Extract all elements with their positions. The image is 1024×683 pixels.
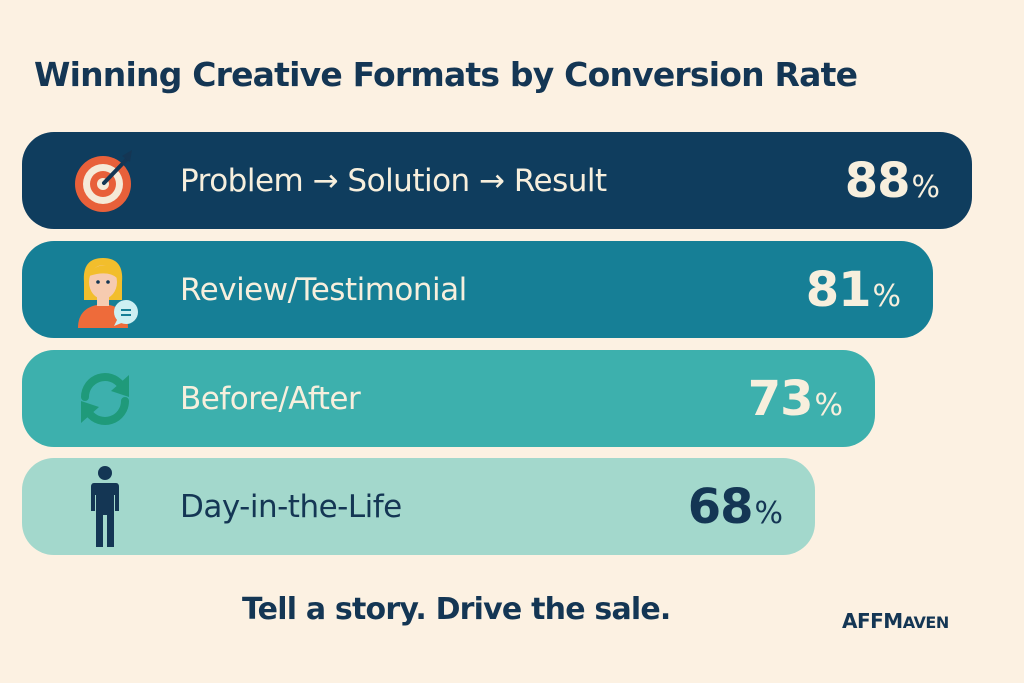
- value-number: 88: [844, 152, 911, 209]
- value-number: 68: [687, 478, 754, 535]
- bar-review-testimonial: Review/Testimonial 81%: [22, 241, 933, 338]
- bar-label: Review/Testimonial: [180, 271, 467, 308]
- bar-value: 68%: [688, 479, 783, 535]
- value-number: 81: [805, 261, 872, 318]
- bar-label: Problem → Solution → Result: [180, 162, 607, 199]
- value-percent-sign: %: [911, 169, 940, 205]
- value-percent-sign: %: [872, 278, 901, 314]
- bar-value: 73%: [748, 371, 843, 427]
- bar-day-in-the-life: Day-in-the-Life 68%: [22, 458, 815, 555]
- chart-title: Winning Creative Formats by Conversion R…: [34, 55, 858, 94]
- reviewer-avatar-icon: [70, 255, 140, 328]
- bar-value: 81%: [806, 262, 901, 318]
- bar-before-after: Before/After 73%: [22, 350, 875, 447]
- value-number: 73: [747, 370, 814, 427]
- brand-part1: AFFM: [842, 609, 903, 633]
- bar-problem-solution-result: Problem → Solution → Result 88%: [22, 132, 972, 229]
- bar-label: Before/After: [180, 380, 361, 417]
- tagline: Tell a story. Drive the sale.: [242, 592, 671, 627]
- value-percent-sign: %: [814, 387, 843, 423]
- value-percent-sign: %: [754, 495, 783, 531]
- bar-value: 88%: [845, 153, 940, 209]
- refresh-cycle-icon: [70, 364, 140, 434]
- brand-logo: AFFMAVEN: [842, 609, 949, 633]
- bar-label: Day-in-the-Life: [180, 488, 402, 525]
- person-icon: [70, 465, 140, 547]
- target-icon: [70, 146, 140, 216]
- brand-part2: AVEN: [902, 613, 950, 632]
